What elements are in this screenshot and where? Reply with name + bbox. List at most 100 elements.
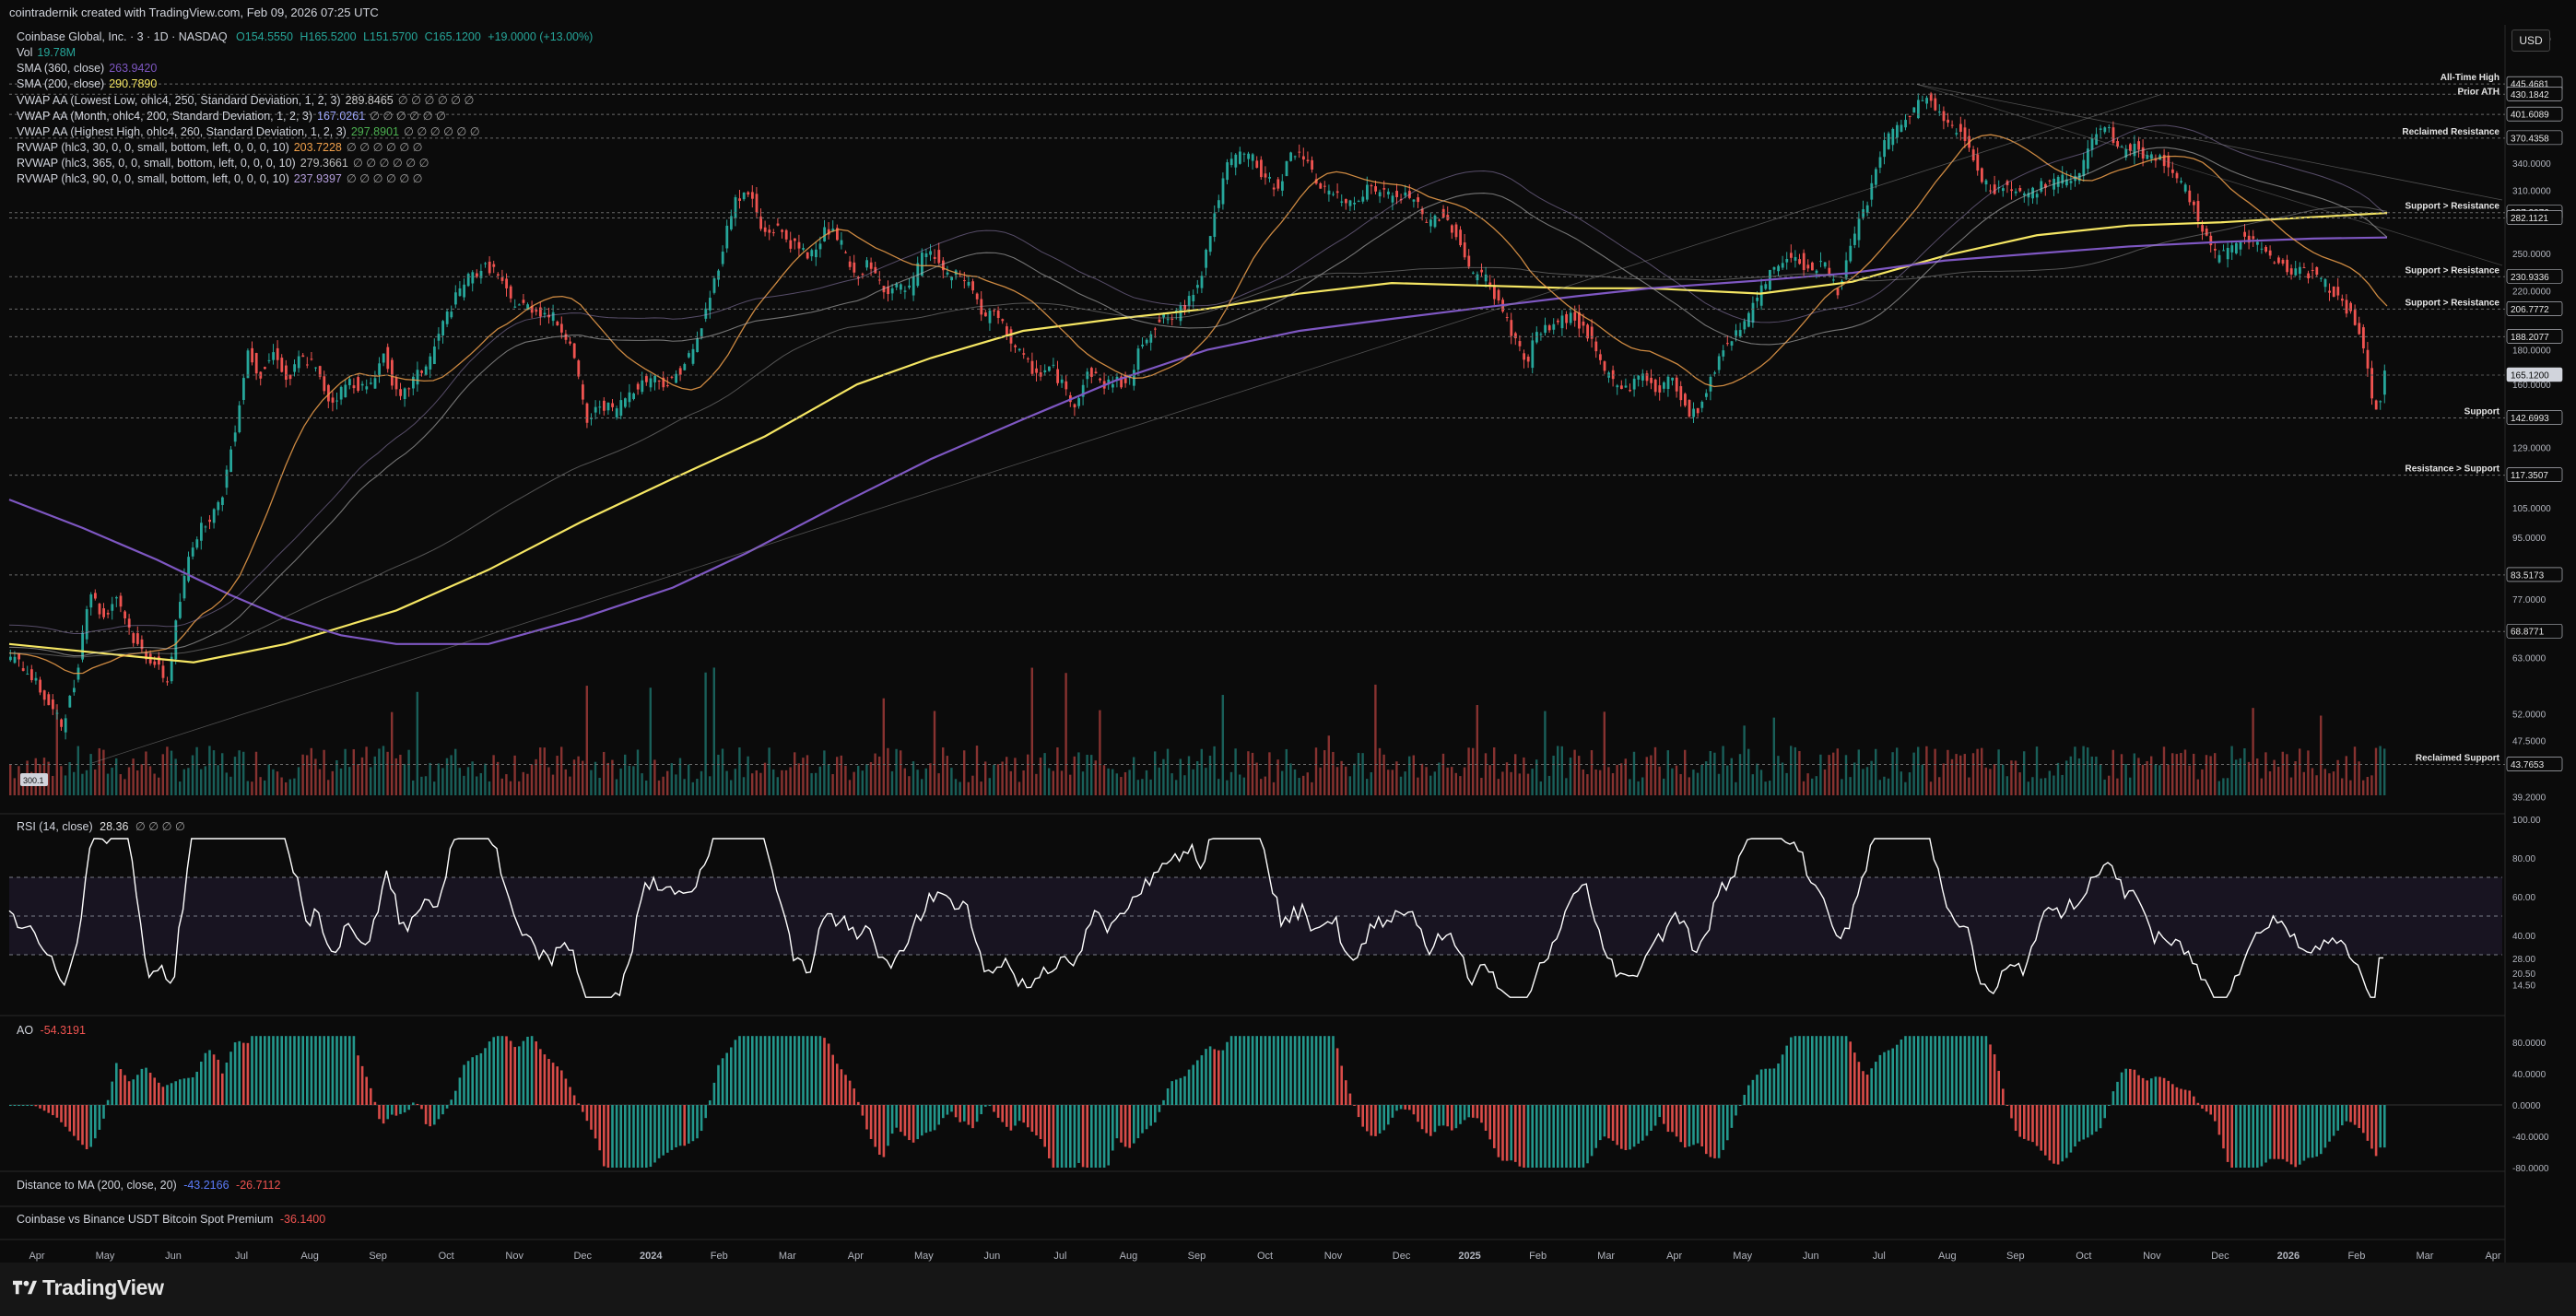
volume-bar: [1929, 781, 1933, 795]
legend-row-5[interactable]: VWAP AA (Highest High, ohlc4, 260, Stand…: [17, 124, 480, 138]
volume-bar: [352, 749, 355, 795]
ao-bar: [73, 1105, 76, 1136]
volume-bar: [2230, 746, 2233, 795]
candle-body: [2336, 287, 2340, 296]
candle-body: [1925, 98, 1928, 104]
legend-row-7[interactable]: RVWAP (hlc3, 365, 0, 0, small, bottom, l…: [17, 156, 429, 170]
volume-bar: [2129, 777, 2132, 795]
volume-bar: [1030, 667, 1033, 795]
tradingview-logo[interactable]: TradingView: [13, 1275, 164, 1300]
volume-bar: [1794, 746, 1796, 795]
candle-body: [81, 632, 84, 660]
volume-bar: [2286, 754, 2288, 795]
volume-bar: [2383, 748, 2386, 795]
volume-bar: [1688, 777, 1690, 795]
volume-bar: [1149, 779, 1152, 795]
ao-bar: [1107, 1105, 1110, 1166]
volume-bar: [1887, 778, 1890, 795]
currency-button[interactable]: USD: [2511, 29, 2550, 52]
price-box: [2506, 757, 2563, 771]
volume-bar: [1158, 767, 1160, 795]
ohlc-open: 154.5550: [244, 30, 293, 43]
candle-body: [797, 241, 801, 249]
volume-bar: [2332, 771, 2335, 795]
candle-body: [1645, 373, 1649, 382]
candle-body: [204, 526, 207, 528]
volume-bar: [1645, 757, 1648, 795]
ao-bar: [1878, 1054, 1882, 1105]
volume-bar: [717, 754, 720, 795]
volume-bar: [2074, 746, 2076, 795]
legend-row-2[interactable]: SMA (200, close) 290.7890: [17, 77, 157, 90]
candle-body: [2226, 247, 2229, 260]
candle-body: [1912, 107, 1916, 113]
ao-bar: [1578, 1105, 1581, 1168]
volume-bar: [1526, 773, 1530, 795]
legend-row-8[interactable]: RVWAP (hlc3, 90, 0, 0, small, bottom, le…: [17, 171, 423, 185]
volume-bar: [2341, 778, 2344, 795]
legend-row-4[interactable]: VWAP AA (Month, ohlc4, 200, Standard Dev…: [17, 109, 446, 123]
ao-bar: [1904, 1036, 1907, 1105]
candle-body: [1590, 326, 1594, 339]
rsi-legend[interactable]: RSI (14, close) 28.36 ∅ ∅ ∅ ∅: [17, 819, 185, 833]
volume-bar: [1170, 773, 1173, 795]
candle-body: [399, 389, 402, 396]
ao-bar: [2133, 1069, 2136, 1105]
ohlc-close: 165.1200: [432, 30, 481, 43]
ao-bar: [1599, 1105, 1602, 1141]
candle-body: [543, 312, 547, 315]
candle-body: [606, 402, 610, 411]
ao-bar: [2239, 1105, 2242, 1168]
legend-row-3[interactable]: VWAP AA (Lowest Low, ohlc4, 250, Standar…: [17, 93, 474, 107]
ao-bar: [1934, 1036, 1936, 1105]
ao-bar: [1641, 1105, 1644, 1141]
candle-body: [153, 661, 157, 665]
legend-row-6[interactable]: RVWAP (hlc3, 30, 0, 0, small, bottom, le…: [17, 140, 423, 154]
candle-body: [1981, 168, 1983, 182]
candle-body: [115, 597, 118, 599]
volume-bar: [407, 749, 410, 795]
volume-bar: [831, 774, 834, 795]
candle-body: [1539, 334, 1543, 335]
ao-bar: [212, 1054, 216, 1105]
legend-row-1[interactable]: SMA (360, close) 263.9420: [17, 62, 157, 75]
volume-bar: [2150, 756, 2153, 795]
ao-bar: [2074, 1105, 2076, 1147]
candle-body: [1557, 320, 1559, 323]
ao-legend[interactable]: AO -54.3191: [17, 1024, 86, 1037]
candle-body: [1454, 224, 1458, 238]
volume-bar: [1984, 767, 1987, 795]
ao-bar: [314, 1036, 317, 1105]
ao-bar: [1950, 1036, 1954, 1105]
rvwap90-line: [8, 147, 2388, 657]
candle-body: [1154, 328, 1157, 330]
ao-bar: [1149, 1105, 1152, 1126]
rsi-axis-tick: 28.00: [2512, 955, 2535, 965]
symbol-title[interactable]: Coinbase Global, Inc. · 3 · 1D · NASDAQ: [17, 30, 228, 43]
premium-legend[interactable]: Coinbase vs Binance USDT Bitcoin Spot Pr…: [17, 1213, 325, 1226]
ao-bar: [1285, 1036, 1288, 1105]
ao-bar: [2323, 1105, 2327, 1148]
candle-body: [1052, 364, 1055, 366]
distance-legend[interactable]: Distance to MA (200, close, 20) -43.2166…: [17, 1179, 280, 1192]
volume-bar: [1009, 770, 1012, 795]
candle-body: [1120, 376, 1123, 388]
candle-body: [1735, 330, 1737, 336]
ao-bar: [1942, 1036, 1946, 1105]
volume-bar: [1399, 776, 1403, 795]
candle-body: [2018, 187, 2022, 192]
ao-bar: [882, 1105, 886, 1157]
candle-body: [352, 385, 356, 389]
candle-body: [1366, 184, 1369, 200]
ao-bar: [2311, 1105, 2314, 1158]
ao-bar: [1806, 1036, 1809, 1105]
legend-extra: ∅ ∅ ∅ ∅ ∅ ∅: [346, 141, 423, 154]
candle-body: [688, 353, 690, 358]
legend-row-0[interactable]: Vol 19.78M: [17, 46, 76, 59]
volume-bar: [1208, 755, 1212, 795]
candle-body: [712, 278, 716, 293]
candle-body: [1251, 154, 1254, 161]
ao-bar: [365, 1076, 368, 1105]
candle-body: [768, 229, 771, 233]
